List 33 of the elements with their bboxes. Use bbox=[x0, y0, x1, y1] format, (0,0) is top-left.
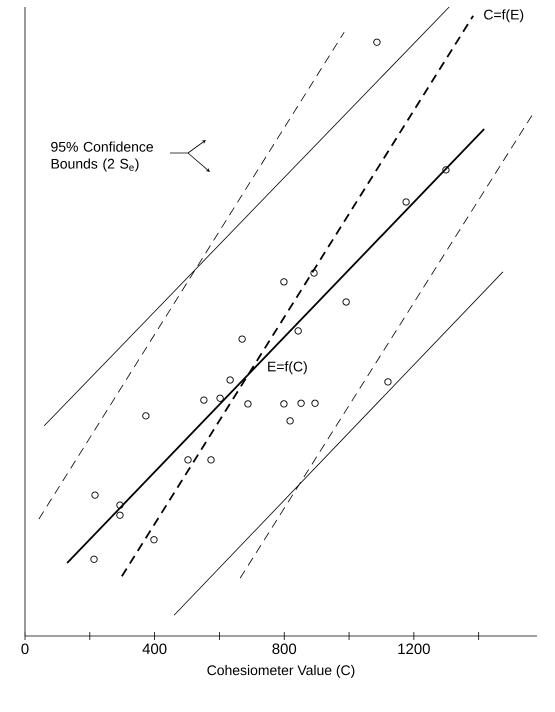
point bbox=[384, 378, 392, 386]
point bbox=[91, 491, 99, 499]
x-axis-title: Cohesiometer Value (C) bbox=[207, 664, 354, 678]
point bbox=[90, 556, 98, 563]
x-tick-label: 1200 bbox=[398, 644, 430, 654]
point bbox=[238, 335, 246, 343]
point bbox=[142, 412, 150, 420]
point bbox=[207, 456, 215, 464]
point bbox=[310, 269, 318, 277]
point bbox=[116, 502, 124, 509]
annotation: 95% Confidence Bounds (2 S$_{e}$) bbox=[51, 142, 154, 172]
point bbox=[280, 278, 288, 286]
point bbox=[286, 417, 294, 425]
x-tick-label: 0 bbox=[21, 644, 29, 654]
point bbox=[244, 400, 252, 408]
point bbox=[150, 536, 158, 544]
series-label: C=f(E) bbox=[484, 9, 524, 22]
point bbox=[226, 376, 234, 384]
point bbox=[200, 396, 208, 404]
point bbox=[402, 198, 410, 206]
x-tick-label: 800 bbox=[272, 644, 296, 654]
point bbox=[311, 400, 319, 407]
point bbox=[184, 456, 192, 464]
point bbox=[294, 327, 302, 335]
point bbox=[297, 400, 305, 407]
point bbox=[342, 298, 350, 306]
point bbox=[442, 166, 450, 174]
point bbox=[280, 400, 288, 408]
point bbox=[216, 394, 224, 402]
x-tick-label: 400 bbox=[142, 644, 166, 654]
point bbox=[373, 38, 381, 46]
point bbox=[116, 512, 124, 519]
series-label: E=f(C) bbox=[268, 361, 307, 374]
